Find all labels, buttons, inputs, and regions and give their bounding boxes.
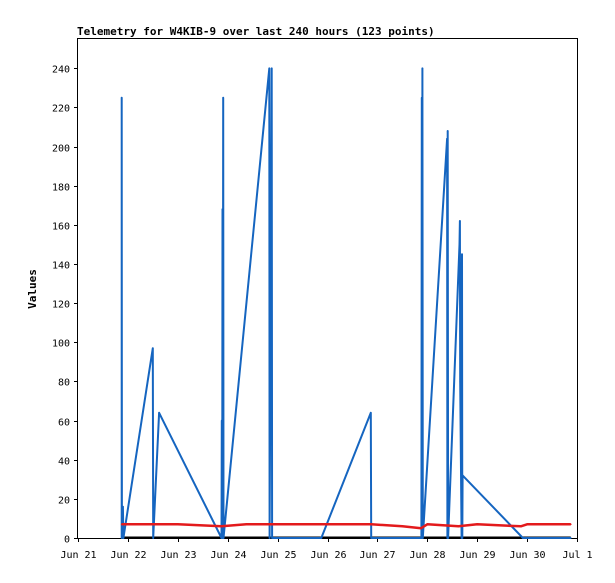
x-tick-label: Jul 1 xyxy=(562,550,592,561)
y-tick-label: 240 xyxy=(52,65,70,76)
series-1-point xyxy=(221,419,223,422)
series-1-point xyxy=(459,380,462,383)
y-axis: 0 20 40 60 80 100 120 140 160 180 200 220 240 xyxy=(52,65,78,546)
y-tick-label: 120 xyxy=(52,300,70,311)
x-tick-label: Jun 27 xyxy=(359,550,395,561)
series-1-point xyxy=(447,537,449,539)
x-tick-label: Jun 21 xyxy=(60,550,96,561)
series-1-point xyxy=(271,537,273,539)
y-tick-label: 200 xyxy=(52,144,70,155)
series-1-point xyxy=(120,96,123,99)
series-2-point xyxy=(520,525,522,528)
x-tick-label: Jun 25 xyxy=(260,550,296,561)
series-1-point xyxy=(446,138,448,140)
series-1-point xyxy=(370,537,373,539)
series-2-point xyxy=(420,527,422,529)
series-1-point xyxy=(158,412,160,414)
series-2-point xyxy=(270,523,273,526)
series-1-point xyxy=(122,537,125,539)
y-tick-label: 100 xyxy=(52,339,70,350)
series-1-point xyxy=(421,67,424,70)
series-2-point xyxy=(370,523,373,526)
series-2-point xyxy=(245,523,248,526)
series-1-point xyxy=(222,537,225,539)
x-tick-label: Jun 22 xyxy=(110,550,146,561)
series-1-point xyxy=(522,537,524,539)
series-1-point xyxy=(121,537,123,539)
series-1-point xyxy=(221,208,224,210)
y-tick-label: 0 xyxy=(64,535,70,546)
series-2-point xyxy=(152,523,154,526)
series-2-point xyxy=(220,525,223,528)
series-2-point xyxy=(401,525,404,528)
series-1-point xyxy=(570,537,572,539)
series-1-point xyxy=(320,537,323,539)
series-2-point xyxy=(177,523,179,526)
y-tick-label: 60 xyxy=(58,418,70,429)
x-axis: Jun 21 Jun 22 Jun 23 Jun 24 Jun 25 Jun 26 Jun … xyxy=(60,538,593,561)
series-1-point xyxy=(370,412,372,414)
series-2-point xyxy=(476,523,479,526)
y-tick-label: 160 xyxy=(52,222,70,233)
series-2-point xyxy=(570,523,572,526)
series-1-point xyxy=(461,537,464,539)
x-tick-label: Jun 26 xyxy=(310,550,346,561)
series-1-point xyxy=(421,96,423,99)
chart-title: Telemetry for W4KIB-9 over last 240 hour… xyxy=(77,25,435,38)
y-tick-label: 140 xyxy=(52,261,70,272)
series-1-point xyxy=(268,67,271,70)
x-tick-label: Jun 28 xyxy=(409,550,445,561)
y-axis-label: Values xyxy=(26,269,39,309)
series-1-point xyxy=(222,96,224,99)
series-1-point xyxy=(268,537,271,539)
series-line-2 xyxy=(121,523,571,530)
y-tick-label: 180 xyxy=(52,183,70,194)
x-tick-label: Jun 23 xyxy=(160,550,196,561)
series-1-point xyxy=(461,474,464,477)
series-2-point xyxy=(457,525,460,528)
series-2-point xyxy=(120,523,123,526)
y-tick-label: 80 xyxy=(58,378,70,389)
series-1-point xyxy=(458,243,461,246)
series-1-point xyxy=(422,537,424,539)
series-2-point xyxy=(526,523,528,526)
series-1-point xyxy=(152,537,154,539)
series-1-point xyxy=(459,220,461,222)
series-1-point xyxy=(152,347,154,350)
series-1-point xyxy=(461,253,463,256)
x-tick-label: Jun 29 xyxy=(459,550,495,561)
x-tick-label: Jun 30 xyxy=(509,550,545,561)
series-line-1 xyxy=(120,67,571,539)
series-layer xyxy=(120,67,572,539)
series-2-point xyxy=(426,523,429,526)
y-tick-label: 20 xyxy=(58,496,70,507)
x-tick-label: Jun 24 xyxy=(210,550,246,561)
y-tick-label: 40 xyxy=(58,457,70,468)
series-1-point xyxy=(122,505,124,508)
y-tick-label: 220 xyxy=(52,104,70,115)
series-1-point xyxy=(270,67,273,70)
series-1-point xyxy=(446,130,449,132)
